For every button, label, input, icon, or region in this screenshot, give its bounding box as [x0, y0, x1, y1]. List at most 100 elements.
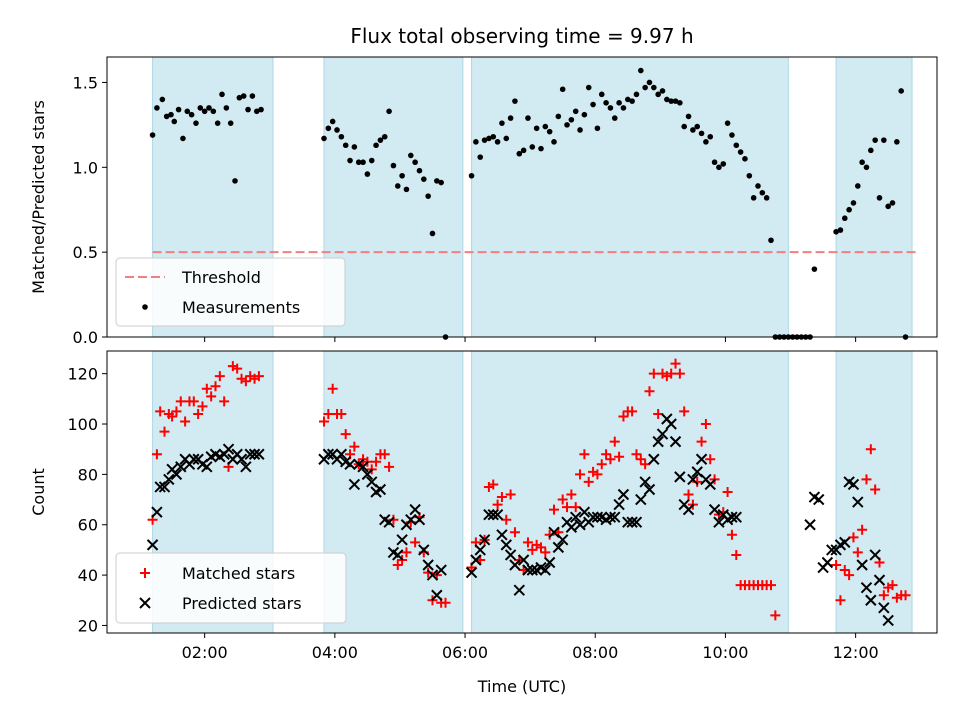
matched-star-point [509, 527, 520, 538]
matched-star-point [384, 461, 395, 472]
predicted-star-point [556, 534, 569, 546]
measurement-point [473, 139, 479, 145]
predicted-star-point [409, 503, 421, 516]
predicted-star-point [878, 602, 890, 614]
predicted-star-point [244, 448, 256, 460]
measurement-point [698, 130, 705, 137]
matched-star-point [175, 396, 186, 407]
predicted-star-point [604, 511, 617, 523]
measurement-point [219, 91, 225, 98]
measurement-point [468, 172, 475, 179]
measurement-point [338, 133, 345, 140]
measurement-point [253, 108, 260, 115]
predicted-star-point [713, 516, 725, 528]
matched-star-point [831, 560, 842, 571]
measurement-point [490, 133, 497, 140]
measurement-point [668, 98, 674, 104]
measurement-point [768, 237, 774, 244]
matched-star-point [214, 371, 225, 382]
matched-star-point [379, 449, 390, 460]
measurement-point [351, 144, 358, 150]
y-tick-label: 0.5 [73, 243, 98, 262]
matched-star-point [232, 363, 243, 374]
measurement-point [525, 115, 531, 121]
matched-star-point [535, 542, 546, 553]
measurement-point [429, 230, 436, 237]
measurement-point [386, 108, 392, 115]
matched-star-point [159, 426, 170, 437]
measurement-point [329, 118, 336, 125]
y-tick-label: 0.0 [73, 328, 98, 347]
predicted-star-point [361, 468, 374, 481]
matched-star-point [644, 386, 655, 397]
predicted-star-point [348, 478, 361, 491]
predicted-star-point [578, 506, 591, 518]
x-axis-label: Time (UTC) [477, 677, 566, 696]
predicted-star-point [635, 493, 647, 506]
predicted-star-point [222, 443, 235, 455]
measurement-point [364, 171, 371, 177]
predicted-star-point [163, 473, 175, 486]
matched-star-point [193, 408, 204, 419]
y-tick-label: 40 [78, 566, 98, 585]
measurement-point [555, 113, 562, 120]
matched-star-point [839, 565, 850, 576]
predicted-star-point [496, 529, 508, 541]
matched-star-point [653, 408, 664, 419]
matched-star-point [696, 436, 707, 447]
measurement-point [403, 186, 410, 193]
measurement-point [334, 127, 340, 133]
y-tick-label: 120 [67, 365, 98, 384]
measurement-point [249, 93, 256, 99]
predicted-star-point [869, 549, 881, 561]
measurement-point [577, 127, 583, 133]
measurement-point [355, 159, 362, 166]
predicted-star-point [240, 461, 252, 473]
matched-star-point [488, 479, 499, 490]
measurement-point [551, 139, 557, 145]
measurement-point [154, 105, 160, 111]
predicted-star-point [648, 453, 660, 465]
matched-star-point [900, 590, 911, 601]
measurement-point [499, 120, 505, 126]
measurement-point [850, 200, 857, 206]
matched-star-point [410, 537, 421, 548]
matched-star-point [540, 547, 551, 558]
predicted-star-point [865, 594, 877, 606]
measurement-point [733, 142, 740, 149]
predicted-star-point [652, 435, 664, 448]
legend-predicted-label: Predicted stars [182, 594, 302, 613]
bottom-legend-box [115, 552, 347, 624]
measurement-point [245, 106, 251, 113]
predicted-star-point [487, 508, 499, 521]
measurement-point [520, 147, 527, 154]
matched-star-point [848, 532, 859, 543]
measurement-point [889, 200, 896, 206]
measurement-point [412, 159, 418, 166]
matched-star-point [575, 469, 586, 480]
measurement-point [236, 94, 243, 101]
measurement-point [837, 227, 844, 233]
matched-star-point [155, 406, 166, 417]
predicted-star-point [526, 564, 539, 576]
matched-star-point [679, 406, 690, 417]
measurement-point [227, 120, 234, 126]
matched-star-point [570, 502, 581, 513]
matched-star-point [766, 580, 776, 591]
y-tick-label: 1.0 [73, 158, 98, 177]
predicted-star-point [609, 511, 621, 523]
predicted-star-point [626, 516, 638, 528]
matched-star-point [566, 489, 577, 500]
x-tick-label: 04:00 [312, 643, 358, 662]
matched-star-point [844, 570, 855, 581]
measurement-point [559, 86, 566, 93]
measurement-point [360, 159, 366, 166]
matched-star-point [865, 444, 876, 455]
matched-star-point [605, 454, 616, 465]
measurement-point [737, 149, 744, 155]
shaded-interval [323, 56, 464, 338]
measurement-point [516, 150, 523, 157]
matched-star-point [501, 514, 512, 525]
matched-star-point [618, 411, 629, 422]
matched-star-point [631, 449, 642, 460]
